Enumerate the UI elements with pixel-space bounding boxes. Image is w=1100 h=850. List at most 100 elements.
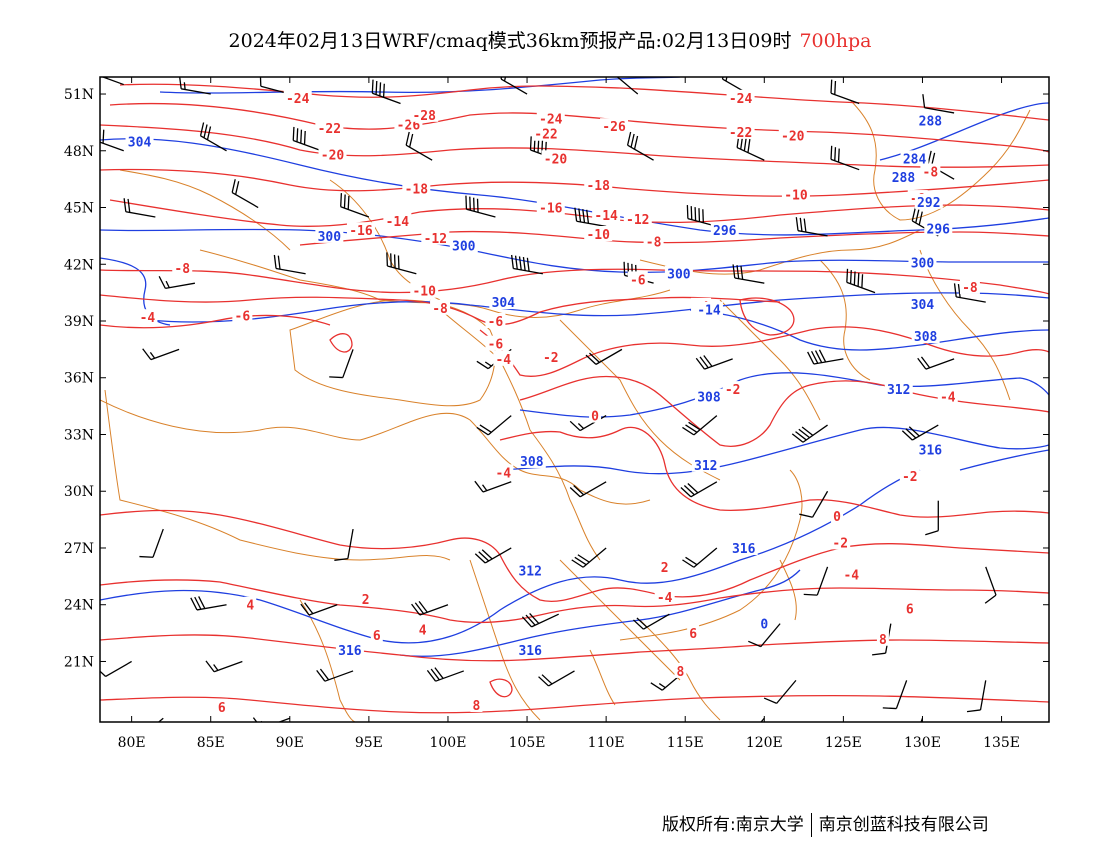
wind-barb-feather bbox=[514, 255, 518, 270]
wind-barb-feather bbox=[811, 350, 819, 364]
wind-barb bbox=[830, 145, 860, 171]
latitude-labels: 51N 48N 45N 42N 39N 36N 33N 30N 27N 24N 21N bbox=[64, 87, 94, 670]
wind-barb-feather bbox=[626, 131, 632, 146]
height-label: 308 bbox=[697, 391, 721, 406]
wind-barb-feather bbox=[574, 207, 578, 222]
temperature-label-bg bbox=[830, 534, 851, 550]
height-label: 304 bbox=[492, 296, 516, 311]
temperature-label-bg bbox=[903, 600, 916, 616]
temperature-label: -16 bbox=[349, 224, 373, 239]
wind-barb bbox=[846, 268, 876, 294]
height-label-bg bbox=[911, 328, 940, 344]
temperature-label: -6 bbox=[235, 309, 251, 324]
map-title: 2024年02月13日WRF/cmaq模式36km预报产品:02月13日09时 7… bbox=[0, 26, 1100, 53]
lat-label: 48N bbox=[64, 144, 94, 160]
temperature-label: 6 bbox=[906, 603, 914, 618]
wind-barb-feather bbox=[518, 256, 522, 270]
temperature-label-bg bbox=[410, 106, 439, 122]
wind-barb-staff bbox=[776, 679, 797, 704]
height-label: 284 bbox=[903, 152, 927, 167]
temperature-label: -6 bbox=[630, 273, 646, 288]
wind-barb-feather bbox=[292, 126, 295, 141]
wind-barb bbox=[763, 679, 797, 704]
wind-barb-feather bbox=[334, 557, 348, 561]
wind-barb-feather bbox=[426, 669, 437, 682]
temperature-label: -12 bbox=[626, 213, 649, 228]
temperature-label: -12 bbox=[424, 232, 447, 247]
wind-barb-staff bbox=[985, 566, 997, 596]
boundary-line bbox=[719, 299, 821, 421]
wind-barb-feather bbox=[102, 129, 105, 144]
temperature-label-bg bbox=[592, 207, 621, 223]
boundary-line bbox=[469, 559, 541, 721]
temperature-label-bg bbox=[920, 163, 941, 179]
temperature-label-bg bbox=[536, 199, 565, 215]
wind-barb-feather bbox=[917, 357, 927, 370]
wind-barb-staff bbox=[231, 191, 259, 209]
wind-barb-staff bbox=[579, 481, 607, 498]
wind-barb-feather bbox=[503, 77, 507, 82]
wind-barb bbox=[925, 500, 939, 536]
height-label-bg bbox=[691, 456, 720, 472]
wind-barb-feather bbox=[375, 80, 378, 95]
height-label: 308 bbox=[914, 330, 938, 345]
boundary-line bbox=[819, 259, 871, 381]
wind-barb bbox=[922, 94, 955, 114]
wind-barb-staff bbox=[760, 623, 781, 648]
isotherm bbox=[100, 168, 1049, 197]
wind-barb-feather bbox=[479, 424, 492, 433]
wind-barb-feather bbox=[853, 271, 856, 286]
wind-barb-feather bbox=[343, 194, 346, 209]
wind-barb-feather bbox=[538, 676, 549, 687]
wind-barb bbox=[190, 596, 227, 611]
temperature-label: -22 bbox=[729, 126, 752, 141]
temperature-label-bg bbox=[623, 210, 652, 226]
height-label-bg bbox=[914, 193, 943, 209]
wind-barb-feather bbox=[525, 614, 536, 626]
wind-barb-feather bbox=[799, 217, 803, 232]
temperature-label-bg bbox=[584, 225, 613, 241]
temperature-label: -4 bbox=[657, 591, 673, 606]
temperature-label: -2 bbox=[902, 470, 918, 485]
temperature-label-bg bbox=[540, 348, 561, 364]
temperature-label: -4 bbox=[843, 568, 859, 583]
temperature-label-bg bbox=[370, 626, 383, 642]
lat-label: 39N bbox=[64, 314, 94, 330]
wind-barb-feather bbox=[537, 139, 540, 153]
height-label: 304 bbox=[128, 135, 152, 150]
wind-barb-staff bbox=[125, 211, 156, 218]
wind-barb-feather bbox=[725, 77, 728, 82]
wind-barb-staff bbox=[616, 77, 639, 95]
height-label-bg bbox=[516, 642, 545, 658]
boundary-line bbox=[104, 389, 451, 561]
wind-barb bbox=[633, 613, 670, 630]
wind-barb bbox=[721, 77, 749, 95]
wind-barb-feather bbox=[834, 147, 837, 161]
wind-barb-staff bbox=[895, 680, 908, 709]
wind-barb bbox=[917, 356, 955, 370]
height-labels-layer: 3043003003042963002962922882842883043083… bbox=[125, 112, 953, 659]
wind-barb-feather bbox=[569, 487, 581, 498]
wind-barb-staff bbox=[293, 139, 322, 152]
wind-barb-staff bbox=[181, 88, 211, 95]
wind-barb bbox=[199, 122, 227, 152]
temperature-label: -24 bbox=[286, 92, 310, 107]
boundary-line bbox=[559, 319, 721, 481]
wind-barb-staff bbox=[816, 566, 829, 596]
wind-barb-feather bbox=[304, 602, 314, 615]
height-label: 292 bbox=[917, 196, 940, 211]
height-label: -14 bbox=[697, 304, 721, 319]
height-contour bbox=[399, 569, 801, 657]
temperature-label-bg bbox=[876, 630, 889, 646]
wind-barb bbox=[371, 79, 401, 105]
wind-barb bbox=[682, 415, 718, 436]
height-label-bg bbox=[924, 220, 953, 236]
wind-barb-feather bbox=[682, 426, 695, 436]
wind-barb bbox=[273, 254, 306, 275]
wind-barb-feather bbox=[798, 428, 810, 439]
wind-barb-staff bbox=[595, 348, 623, 365]
wind-barb-staff bbox=[956, 296, 986, 303]
wind-barb-feather bbox=[194, 596, 202, 610]
wind-barb-staff bbox=[830, 92, 860, 105]
height-label-bg bbox=[664, 265, 693, 281]
